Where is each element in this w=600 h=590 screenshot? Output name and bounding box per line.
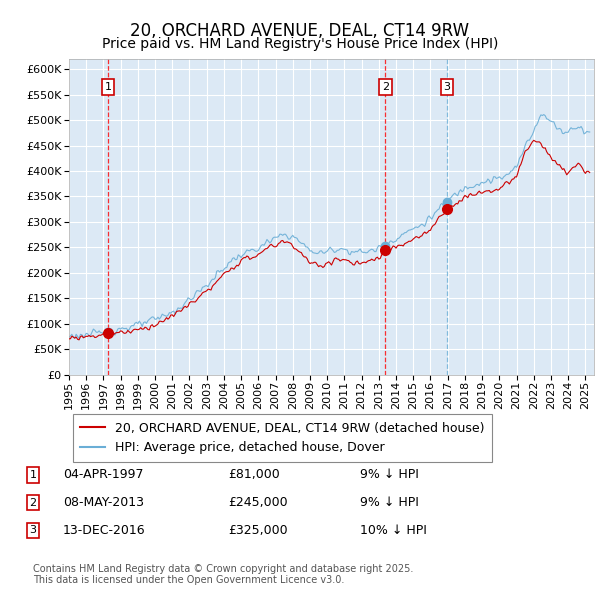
Text: Contains HM Land Registry data © Crown copyright and database right 2025.
This d: Contains HM Land Registry data © Crown c… xyxy=(33,563,413,585)
Text: 9% ↓ HPI: 9% ↓ HPI xyxy=(360,496,419,509)
Legend: 20, ORCHARD AVENUE, DEAL, CT14 9RW (detached house), HPI: Average price, detache: 20, ORCHARD AVENUE, DEAL, CT14 9RW (deta… xyxy=(73,414,492,461)
Text: £325,000: £325,000 xyxy=(228,524,287,537)
Text: 9% ↓ HPI: 9% ↓ HPI xyxy=(360,468,419,481)
Text: 3: 3 xyxy=(443,82,451,92)
Text: 2: 2 xyxy=(382,82,389,92)
Text: 13-DEC-2016: 13-DEC-2016 xyxy=(63,524,146,537)
Text: 1: 1 xyxy=(104,82,112,92)
Text: 10% ↓ HPI: 10% ↓ HPI xyxy=(360,524,427,537)
Text: 3: 3 xyxy=(29,526,37,535)
Text: 04-APR-1997: 04-APR-1997 xyxy=(63,468,143,481)
Text: 1: 1 xyxy=(29,470,37,480)
Text: 2: 2 xyxy=(29,498,37,507)
Text: 20, ORCHARD AVENUE, DEAL, CT14 9RW: 20, ORCHARD AVENUE, DEAL, CT14 9RW xyxy=(130,22,470,41)
Text: £81,000: £81,000 xyxy=(228,468,280,481)
Text: £245,000: £245,000 xyxy=(228,496,287,509)
Text: Price paid vs. HM Land Registry's House Price Index (HPI): Price paid vs. HM Land Registry's House … xyxy=(102,37,498,51)
Text: 08-MAY-2013: 08-MAY-2013 xyxy=(63,496,144,509)
